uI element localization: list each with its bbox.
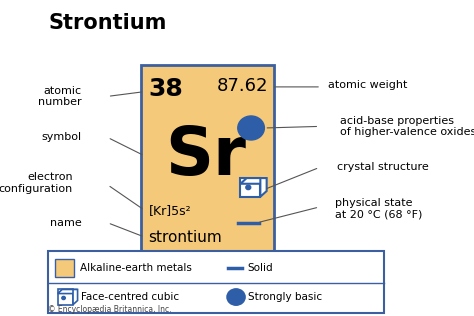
FancyBboxPatch shape	[58, 289, 73, 305]
Text: atomic weight: atomic weight	[328, 80, 408, 90]
FancyBboxPatch shape	[240, 178, 260, 197]
Circle shape	[238, 116, 264, 140]
Text: 38: 38	[148, 77, 183, 101]
Text: physical state
at 20 °C (68 °F): physical state at 20 °C (68 °F)	[335, 198, 422, 219]
Circle shape	[62, 296, 65, 300]
Polygon shape	[240, 178, 267, 184]
FancyBboxPatch shape	[55, 259, 74, 276]
Text: electron
configuration: electron configuration	[0, 173, 73, 194]
Text: [Kr]5s²: [Kr]5s²	[148, 204, 191, 217]
Text: acid-base properties
of higher-valence oxides: acid-base properties of higher-valence o…	[340, 116, 474, 137]
Circle shape	[227, 289, 245, 305]
Text: Strongly basic: Strongly basic	[247, 292, 322, 302]
Circle shape	[246, 185, 251, 190]
Text: Strontium: Strontium	[48, 13, 166, 33]
Text: strontium: strontium	[148, 229, 222, 245]
Text: atomic
number: atomic number	[38, 86, 82, 107]
Text: Face-centred cubic: Face-centred cubic	[82, 292, 180, 302]
FancyBboxPatch shape	[48, 251, 384, 313]
FancyBboxPatch shape	[141, 65, 274, 254]
Text: crystal structure: crystal structure	[337, 162, 428, 173]
Text: symbol: symbol	[41, 132, 82, 143]
Text: © Encyclopædia Britannica, Inc.: © Encyclopædia Britannica, Inc.	[48, 306, 172, 314]
Text: Alkaline-earth metals: Alkaline-earth metals	[80, 263, 191, 273]
Text: Sr: Sr	[165, 123, 246, 189]
Polygon shape	[58, 289, 78, 294]
Polygon shape	[260, 178, 267, 197]
Text: name: name	[50, 218, 82, 228]
Text: Solid: Solid	[247, 263, 273, 273]
Text: 87.62: 87.62	[217, 77, 269, 95]
Polygon shape	[73, 289, 78, 305]
